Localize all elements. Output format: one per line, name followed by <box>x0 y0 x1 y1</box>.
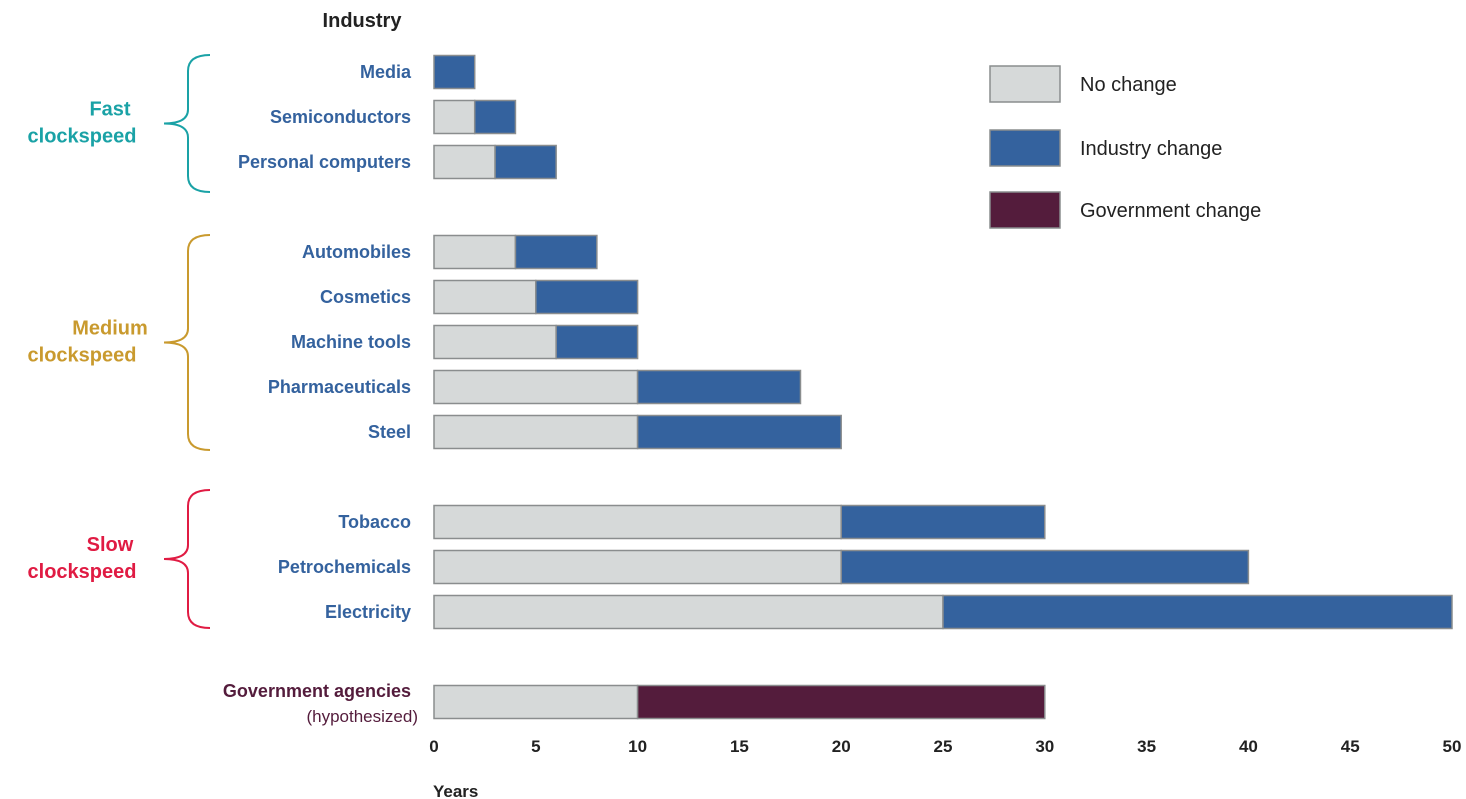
category-label-tobacco: Tobacco <box>338 512 411 532</box>
bar-no-change-electricity <box>433 594 944 630</box>
x-axis: 0 5 10 15 20 25 30 35 40 45 50 <box>429 737 1461 756</box>
bracket-slow <box>163 489 211 629</box>
bar-no-change-petrochemicals <box>433 549 842 585</box>
bar-change-tobacco <box>840 504 1046 540</box>
category-label-petrochemicals: Petrochemicals <box>278 557 411 577</box>
category-label-semiconductors: Semiconductors <box>270 107 411 127</box>
bar-change-automobiles <box>514 234 598 270</box>
group-sublabel-fast: clockspeed <box>28 126 137 148</box>
group-label-slow: Slow <box>87 534 134 556</box>
x-axis-label: Years <box>433 782 478 799</box>
group-sublabel-medium: clockspeed <box>28 345 137 367</box>
category-label-steel: Steel <box>368 422 411 442</box>
bar-change-cosmetics <box>535 279 639 315</box>
bar-change-electricity <box>942 594 1453 630</box>
bar-change-steel <box>636 414 842 450</box>
x-tick-30: 30 <box>1035 737 1054 756</box>
bar-change-machine-tools <box>555 324 639 360</box>
legend-swatch-industry-change <box>989 129 1061 167</box>
group-label-medium: Medium <box>72 318 148 340</box>
x-tick-50: 50 <box>1443 737 1462 756</box>
group-sublabel-slow: clockspeed <box>28 561 137 583</box>
x-tick-5: 5 <box>531 737 540 756</box>
bar-no-change-government-agencies <box>433 684 639 720</box>
category-label-machine-tools: Machine tools <box>291 332 411 352</box>
bar-change-semiconductors <box>473 99 517 135</box>
category-labels: Media Semiconductors Personal computers Aut… <box>223 62 418 726</box>
bracket-fast <box>163 54 211 193</box>
legend-label-government-change: Government change <box>1080 200 1261 222</box>
bar-no-change-machine-tools <box>433 324 557 360</box>
bars <box>433 54 1453 720</box>
category-label-government-agencies: Government agencies <box>223 681 411 701</box>
category-label-cosmetics: Cosmetics <box>320 287 411 307</box>
x-tick-10: 10 <box>628 737 647 756</box>
bar-change-pharmaceuticals <box>636 369 802 405</box>
x-tick-15: 15 <box>730 737 749 756</box>
legend-swatch-no-change <box>989 65 1061 103</box>
bar-no-change-pharmaceuticals <box>433 369 639 405</box>
x-tick-25: 25 <box>934 737 953 756</box>
category-label-media: Media <box>360 62 412 82</box>
category-label-automobiles: Automobiles <box>302 242 411 262</box>
bar-change-government-agencies <box>636 684 1046 720</box>
bar-no-change-personal-computers <box>433 144 496 180</box>
bar-no-change-automobiles <box>433 234 517 270</box>
category-label-pharmaceuticals: Pharmaceuticals <box>268 377 411 397</box>
legend: No change Industry change Government chang… <box>989 65 1261 229</box>
bar-no-change-cosmetics <box>433 279 537 315</box>
bracket-medium <box>163 234 211 451</box>
x-tick-40: 40 <box>1239 737 1258 756</box>
category-sublabel-government-agencies: (hypothesized) <box>306 707 418 726</box>
legend-label-industry-change: Industry change <box>1080 138 1222 160</box>
bar-change-personal-computers <box>494 144 557 180</box>
y-axis-header: Industry <box>323 10 403 32</box>
x-tick-0: 0 <box>429 737 438 756</box>
bar-no-change-steel <box>433 414 639 450</box>
group-brackets: Fast clockspeed Medium clockspeed Slow clocks… <box>28 54 211 629</box>
legend-label-no-change: No change <box>1080 74 1177 96</box>
category-label-electricity: Electricity <box>325 602 411 622</box>
bar-no-change-semiconductors <box>433 99 476 135</box>
bar-change-media <box>433 54 476 90</box>
x-tick-20: 20 <box>832 737 851 756</box>
group-label-fast: Fast <box>89 99 130 121</box>
legend-swatch-government-change <box>989 191 1061 229</box>
x-tick-45: 45 <box>1341 737 1360 756</box>
bar-change-petrochemicals <box>840 549 1250 585</box>
x-tick-35: 35 <box>1137 737 1156 756</box>
bar-no-change-tobacco <box>433 504 842 540</box>
category-label-personal-computers: Personal computers <box>238 152 411 172</box>
